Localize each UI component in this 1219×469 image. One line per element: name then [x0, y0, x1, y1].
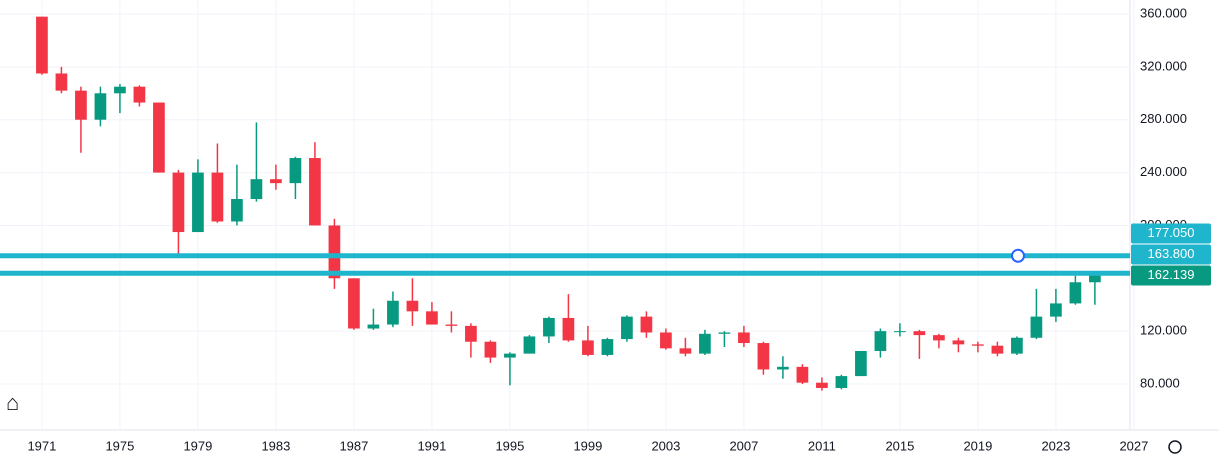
candle-body — [387, 300, 399, 325]
candle-body — [972, 344, 984, 346]
candle-body — [816, 382, 828, 388]
candle-body — [504, 353, 516, 358]
candle-body — [894, 331, 906, 333]
candle-body — [133, 86, 146, 103]
candle-body — [660, 332, 672, 349]
x-tick-label: 1995 — [495, 438, 524, 453]
candle-body — [270, 179, 282, 184]
line-handle[interactable] — [1011, 248, 1025, 263]
candle-body — [1050, 303, 1062, 317]
x-tick-label: 1999 — [573, 438, 602, 453]
x-tick-label: 1991 — [417, 438, 446, 453]
price-label-bg — [1131, 223, 1211, 244]
candle-body — [211, 172, 224, 222]
candle-body — [562, 317, 575, 341]
candle-body — [172, 172, 185, 233]
x-tick-label: 2003 — [651, 438, 680, 453]
candle-body — [75, 90, 87, 120]
candle-body — [640, 316, 653, 333]
candle-body — [679, 348, 692, 354]
logo: ⌂ — [6, 390, 19, 415]
candle-body — [796, 366, 809, 383]
x-tick-label: 2019 — [963, 438, 992, 453]
x-tick-label: 1975 — [105, 438, 134, 453]
x-tick-label: 1987 — [339, 438, 368, 453]
price-label-bg — [1131, 244, 1211, 265]
candle-body — [94, 93, 107, 120]
candle-body — [777, 366, 789, 370]
candle-body — [601, 339, 614, 355]
candle-body — [1089, 275, 1101, 283]
candle-body — [309, 158, 321, 226]
candle-body — [621, 316, 633, 340]
candle-body — [445, 324, 458, 326]
candle-body — [874, 331, 887, 351]
y-tick-label: 280.000 — [1140, 111, 1187, 126]
candle-body — [952, 340, 965, 345]
candle-body — [192, 172, 204, 233]
candle-body — [835, 376, 848, 388]
candle-body — [582, 340, 594, 355]
candle-body — [348, 278, 360, 329]
x-tick-label: 2023 — [1041, 438, 1070, 453]
y-tick-label: 360.000 — [1140, 5, 1187, 20]
logo-mark: ⌂ — [6, 390, 19, 415]
candle-body — [543, 317, 555, 337]
candle-body — [1069, 282, 1082, 304]
price-label: 163.800 — [1148, 246, 1195, 261]
candle-body — [738, 332, 750, 344]
y-tick-label: 120.000 — [1140, 323, 1187, 338]
candle-body — [699, 333, 711, 354]
price-label: 162.139 — [1148, 267, 1195, 282]
candle-body — [991, 345, 1004, 354]
candle-body — [328, 225, 341, 279]
candle-body — [757, 343, 770, 370]
candle-body — [484, 341, 497, 358]
candle-body — [231, 199, 243, 222]
x-tick-label: 1983 — [261, 438, 290, 453]
candle-body — [250, 179, 263, 200]
candle-body — [426, 311, 438, 325]
candle-body — [55, 73, 68, 91]
x-tick-label: 2011 — [808, 438, 836, 453]
candle-body — [36, 16, 48, 74]
x-tick-label: 2015 — [885, 438, 914, 453]
candle-body — [913, 331, 926, 336]
x-tick-label: 1971 — [27, 438, 56, 453]
x-tick-label: 2007 — [729, 438, 758, 453]
candle-body — [855, 350, 867, 377]
candle-body — [367, 324, 380, 329]
settings-button[interactable] — [1168, 440, 1182, 454]
y-tick-label: 320.000 — [1140, 58, 1187, 73]
price-label: 177.050 — [1148, 225, 1195, 240]
y-tick-label: 240.000 — [1140, 164, 1187, 179]
candle-body — [153, 102, 165, 173]
y-tick-label: 80.000 — [1140, 375, 1180, 390]
candle-body — [1030, 316, 1043, 338]
candle-body — [523, 336, 536, 354]
candle-body — [465, 325, 477, 342]
x-tick-label: 2027 — [1119, 438, 1148, 453]
price-label-bg — [1131, 265, 1211, 286]
candle-body — [718, 332, 731, 334]
candle-body — [1011, 337, 1023, 354]
candle-body — [933, 335, 945, 341]
candle-body — [289, 158, 302, 184]
candle-body — [406, 300, 419, 312]
candle-body — [114, 86, 126, 94]
x-tick-label: 1979 — [183, 438, 212, 453]
